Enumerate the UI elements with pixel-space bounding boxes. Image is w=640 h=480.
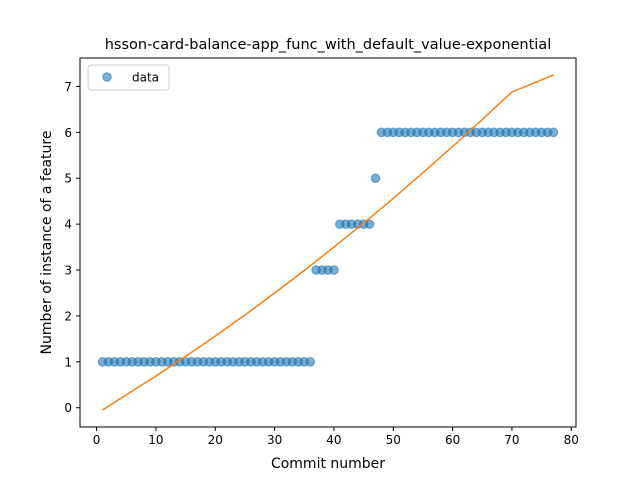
y-tick-label: 7 — [64, 80, 72, 94]
x-tick-label: 10 — [148, 433, 163, 447]
x-tick-label: 70 — [504, 433, 519, 447]
axes-frame — [79, 57, 577, 428]
y-tick-label: 1 — [64, 355, 72, 369]
x-tick-label: 30 — [267, 433, 282, 447]
data-point — [548, 127, 559, 138]
legend-label: data — [132, 71, 159, 85]
x-tick-label: 0 — [93, 433, 101, 447]
y-tick-label: 4 — [64, 218, 72, 232]
legend: data — [87, 64, 170, 91]
x-tick-label: 80 — [564, 433, 579, 447]
plot-area — [79, 57, 577, 428]
x-axis-title: Commit number — [271, 456, 385, 472]
y-tick-label: 2 — [64, 309, 72, 323]
y-tick-label: 3 — [64, 264, 72, 278]
axis-ticks: 0 10 20 30 40 50 60 70 80 0 1 2 3 4 5 6 7 — [64, 80, 579, 447]
y-tick-label: 5 — [64, 172, 72, 186]
y-tick-label: 0 — [64, 401, 72, 415]
data-point — [305, 357, 316, 367]
data-point — [329, 265, 339, 275]
fit-line — [102, 74, 554, 411]
legend-box — [87, 64, 170, 91]
legend-marker — [102, 72, 112, 82]
chart-title: hsson-card-balance-app_func_with_default… — [105, 37, 552, 53]
x-tick-label: 20 — [208, 433, 223, 447]
y-tick-label: 6 — [64, 126, 72, 140]
data-point — [364, 219, 375, 229]
y-axis-title: Number of instance of a feature — [39, 131, 55, 355]
x-tick-label: 40 — [326, 433, 341, 447]
x-tick-label: 60 — [445, 433, 460, 447]
data-point — [370, 173, 381, 184]
x-tick-label: 50 — [386, 433, 401, 447]
